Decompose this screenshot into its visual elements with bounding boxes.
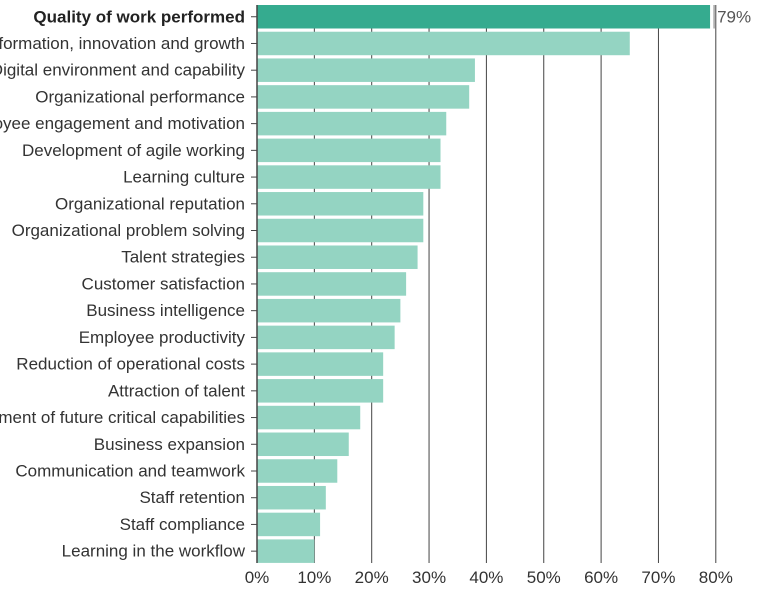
category-label: Employee engagement and motivation	[0, 114, 245, 133]
bar-development-of-future-critical-capabilities	[257, 405, 361, 430]
bar-development-of-agile-working	[257, 138, 441, 163]
bars	[257, 5, 711, 563]
x-tick-label: 70%	[641, 568, 675, 587]
category-label: Reduction of operational costs	[16, 355, 245, 374]
category-label: Learning in the workflow	[62, 542, 246, 561]
x-tick-label: 0%	[245, 568, 270, 587]
bar-staff-retention	[257, 485, 326, 510]
bar-transformation-innovation-and-growth	[257, 31, 630, 56]
x-axis: 0% 10% 20% 30% 40% 50% 60% 70% 80%	[245, 5, 733, 587]
bar-organizational-problem-solving	[257, 218, 424, 243]
category-label: Digital environment and capability	[0, 61, 245, 80]
bar-business-intelligence	[257, 298, 401, 323]
category-label: Business intelligence	[86, 301, 245, 320]
bar-organizational-reputation	[257, 192, 424, 216]
bar-customer-satisfaction	[257, 272, 407, 296]
category-label: Transformation, innovation and growth	[0, 34, 245, 53]
category-label: Staff compliance	[120, 515, 245, 534]
x-tick-label: 30%	[412, 568, 446, 587]
category-label: Business expansion	[94, 435, 245, 454]
x-tick-label: 20%	[355, 568, 389, 587]
bar-digital-environment-and-capability	[257, 58, 475, 82]
x-tick-label: 40%	[469, 568, 503, 587]
category-label: Communication and teamwork	[15, 461, 245, 480]
category-label: Quality of work performed	[33, 7, 245, 26]
category-labels: Quality of work performed Transformation,…	[0, 5, 751, 561]
x-tick-label: 80%	[699, 568, 733, 587]
bar-reduction-of-operational-costs	[257, 352, 384, 376]
bar-business-expansion	[257, 432, 349, 457]
bar-talent-strategies	[257, 245, 418, 269]
category-label: Staff retention	[139, 488, 245, 507]
category-label: Organizational performance	[35, 87, 245, 106]
bar-attraction-of-talent	[257, 379, 384, 403]
category-label: Organizational problem solving	[12, 221, 245, 240]
data-label: 79%	[717, 7, 751, 26]
category-label: Customer satisfaction	[82, 274, 245, 293]
category-label: Development of future critical capabilit…	[0, 408, 245, 427]
bar-learning-culture	[257, 165, 441, 189]
bar-employee-engagement-and-motivation	[257, 111, 447, 136]
bar-staff-compliance	[257, 512, 321, 537]
bar-organizational-performance	[257, 85, 470, 109]
category-label: Learning culture	[123, 168, 245, 187]
category-label: Development of agile working	[22, 141, 245, 160]
category-label: Organizational reputation	[55, 194, 245, 213]
bar-quality-of-work-performed	[257, 5, 711, 29]
x-tick-label: 50%	[527, 568, 561, 587]
x-tick-label: 60%	[584, 568, 618, 587]
category-label: Employee productivity	[79, 328, 246, 347]
bar-learning-in-the-workflow	[257, 539, 315, 563]
category-label: Attraction of talent	[108, 381, 245, 400]
bar-communication-and-teamwork	[257, 459, 338, 483]
category-label: Talent strategies	[121, 248, 245, 267]
x-tick-label: 10%	[297, 568, 331, 587]
bar-employee-productivity	[257, 325, 395, 350]
